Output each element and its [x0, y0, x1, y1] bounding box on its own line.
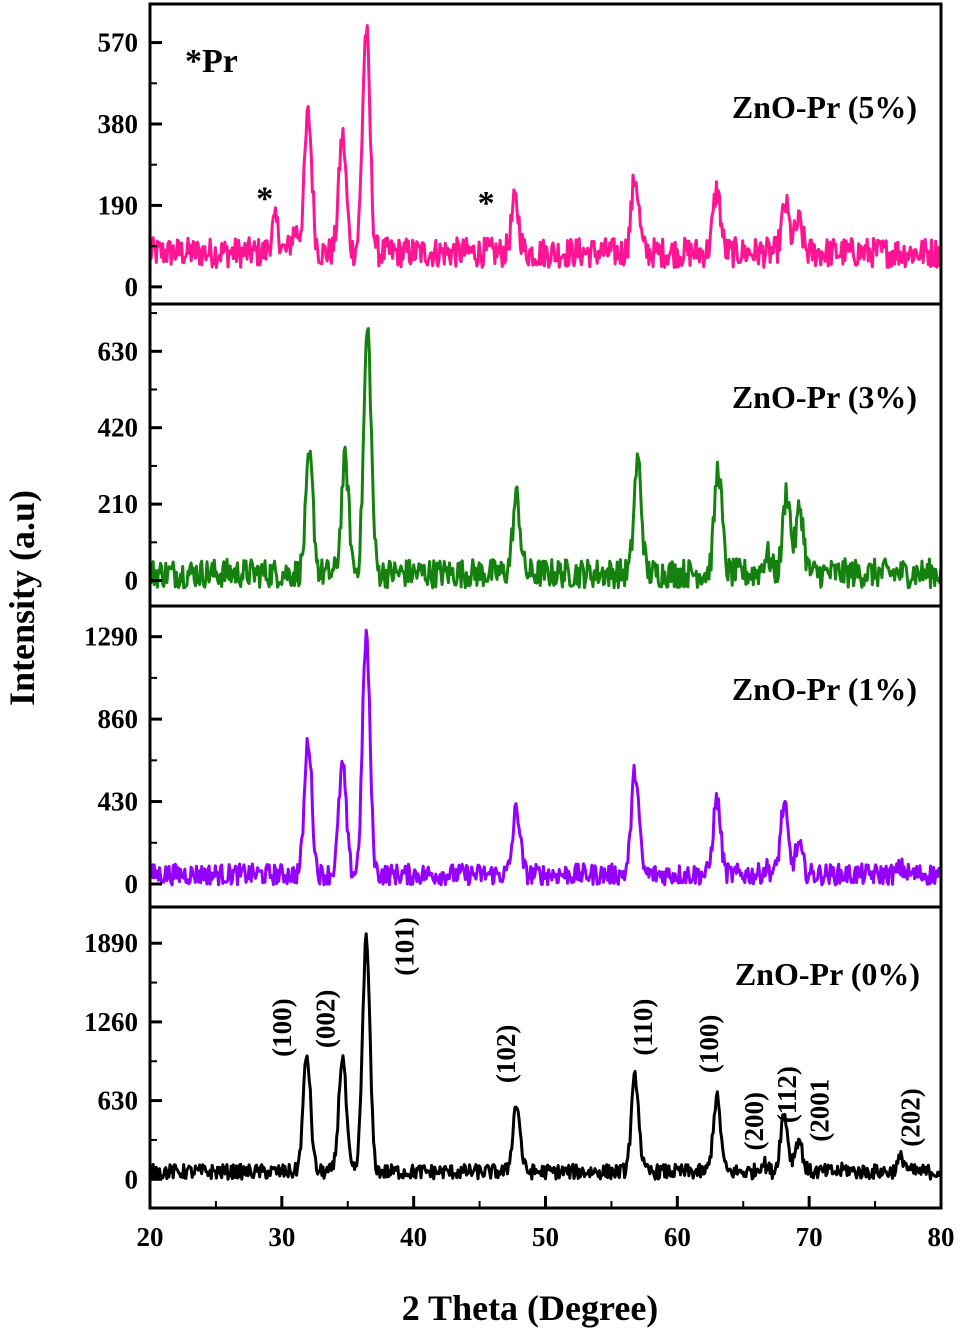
spectrum-group: [150, 24, 941, 269]
y-tick-label: 420: [98, 413, 139, 443]
spectrum-group: [150, 327, 941, 590]
spectrum-line: [150, 24, 941, 269]
y-tick-label: 190: [98, 190, 139, 220]
x-tick-label: 80: [928, 1222, 955, 1252]
plots-layer: [150, 24, 941, 1181]
y-tick-label: 630: [98, 1086, 139, 1116]
panel-label: ZnO-Pr (1%): [732, 671, 917, 707]
pr-legend-note: *Pr: [185, 43, 238, 80]
y-tick-label: 430: [98, 787, 139, 817]
y-axis-title: Intensity (a.u): [2, 490, 42, 706]
text-layer: Intensity (a.u) 2 Theta (Degree) *Pr ZnO…: [2, 28, 955, 1328]
y-tick-label: 0: [125, 1164, 139, 1194]
y-tick-label: 630: [98, 336, 139, 366]
x-tick-label: 70: [796, 1222, 823, 1252]
x-tick-label: 60: [664, 1222, 691, 1252]
panel-label: ZnO-Pr (5%): [732, 89, 917, 125]
y-tick-label: 210: [98, 489, 139, 519]
y-tick-label: 0: [125, 272, 139, 302]
x-axis-title: 2 Theta (Degree): [402, 1288, 659, 1328]
y-tick-label: 0: [125, 566, 139, 596]
spectrum-line: [150, 327, 941, 590]
hkl-label: (110): [628, 999, 658, 1056]
hkl-label: (100): [267, 998, 297, 1056]
hkl-label: (002): [310, 990, 340, 1048]
frame-layer: [148, 2, 943, 1210]
y-tick-label: 1260: [84, 1007, 138, 1037]
hkl-label: (100): [694, 1015, 724, 1073]
spectrum-line: [150, 628, 941, 887]
hkl-label: (202): [896, 1088, 926, 1146]
y-tick-label: 860: [98, 704, 139, 734]
y-tick-label: 1290: [84, 622, 138, 652]
hkl-label: (200): [739, 1092, 769, 1150]
hkl-label: (101): [389, 917, 419, 975]
y-tick-label: 570: [98, 28, 139, 58]
x-tick-label: 40: [400, 1222, 427, 1252]
hkl-label: (112): [772, 1066, 802, 1123]
spectrum-group: [150, 932, 941, 1181]
y-tick-label: 380: [98, 109, 139, 139]
hkl-label: (2001: [805, 1079, 835, 1142]
x-tick-label: 50: [532, 1222, 559, 1252]
spectrum-line: [150, 932, 941, 1181]
x-tick-label: 20: [137, 1222, 164, 1252]
x-tick-label: 30: [268, 1222, 295, 1252]
hkl-label: (102): [491, 1025, 521, 1083]
y-tick-label: 1890: [84, 928, 138, 958]
spectrum-group: [150, 628, 941, 887]
panel-label: ZnO-Pr (0%): [735, 956, 920, 992]
y-tick-label: 0: [125, 869, 139, 899]
panel-label: ZnO-Pr (3%): [732, 379, 917, 415]
pr-marker: *: [478, 185, 495, 222]
pr-marker: *: [256, 181, 273, 218]
